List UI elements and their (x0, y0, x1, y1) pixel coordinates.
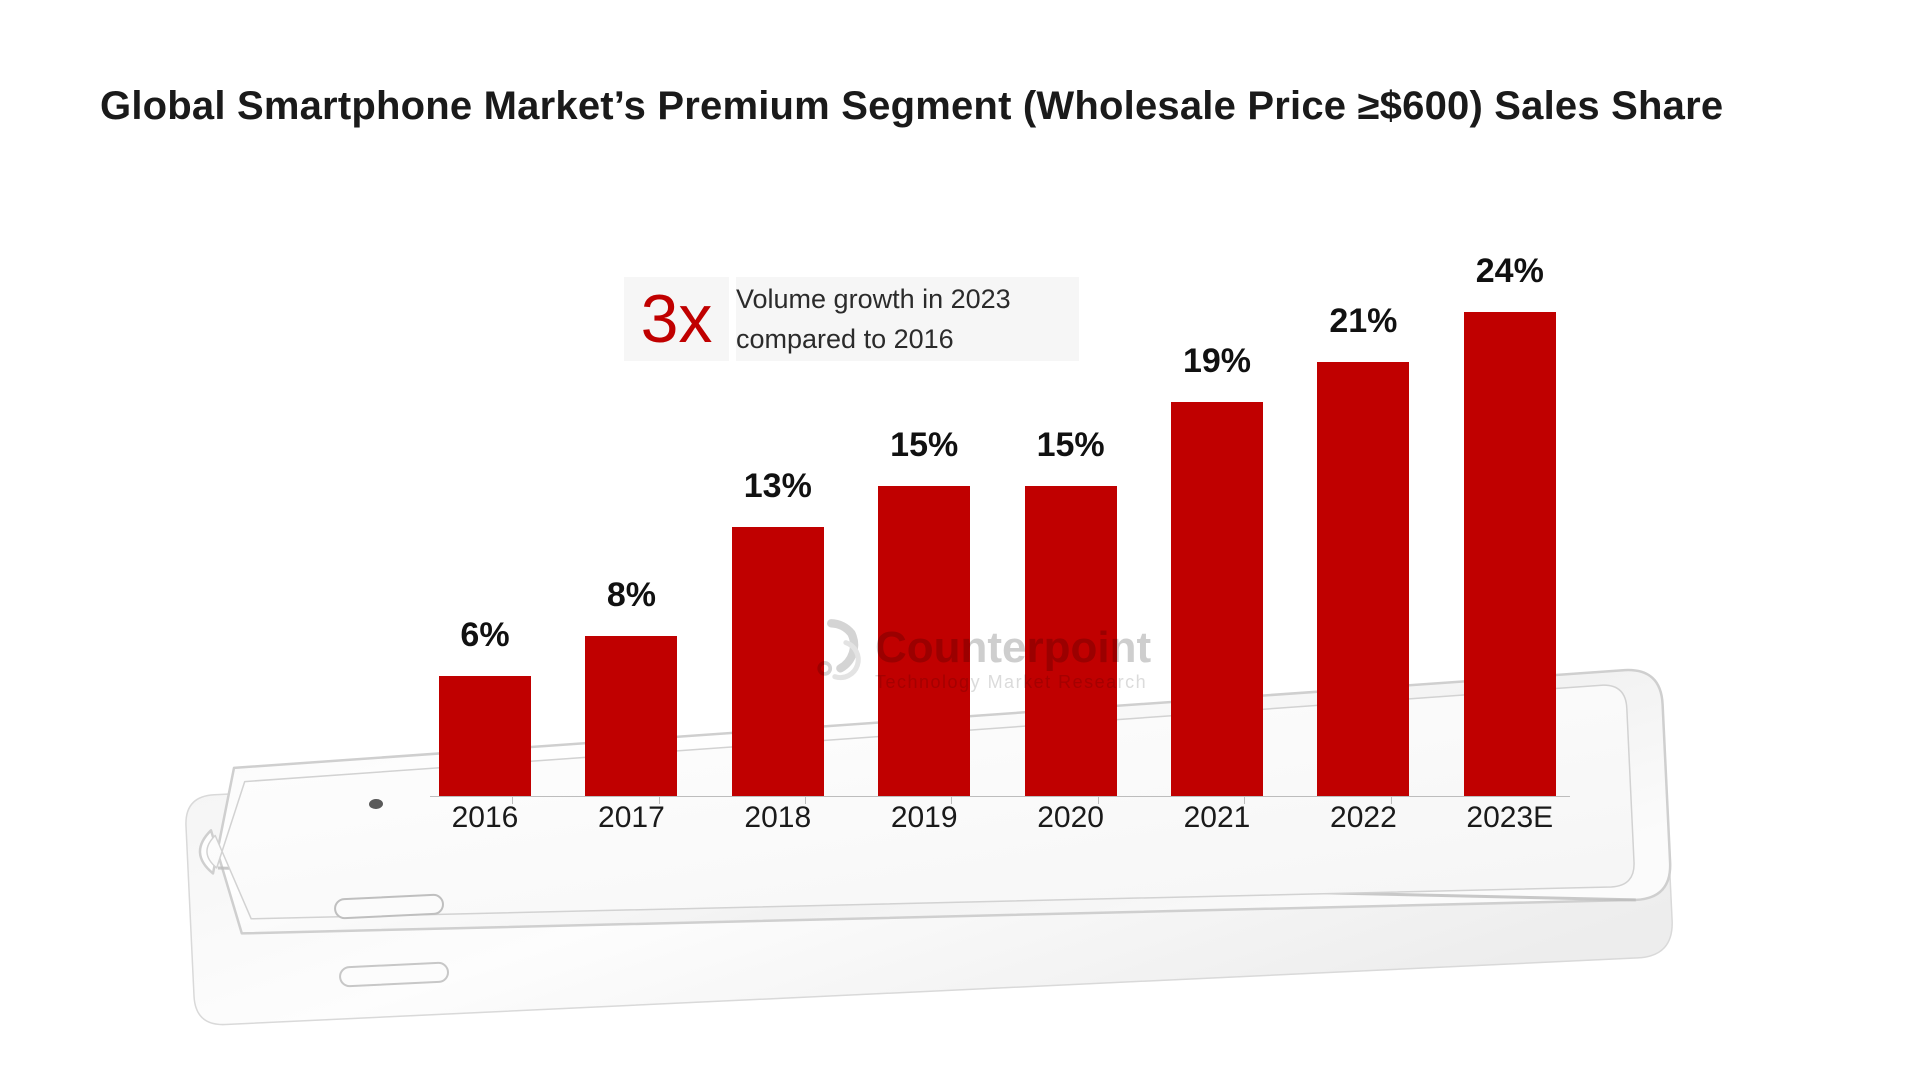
svg-text:Technology Market Research: Technology Market Research (875, 672, 1147, 692)
svg-text:Counterpoint: Counterpoint (875, 623, 1152, 672)
